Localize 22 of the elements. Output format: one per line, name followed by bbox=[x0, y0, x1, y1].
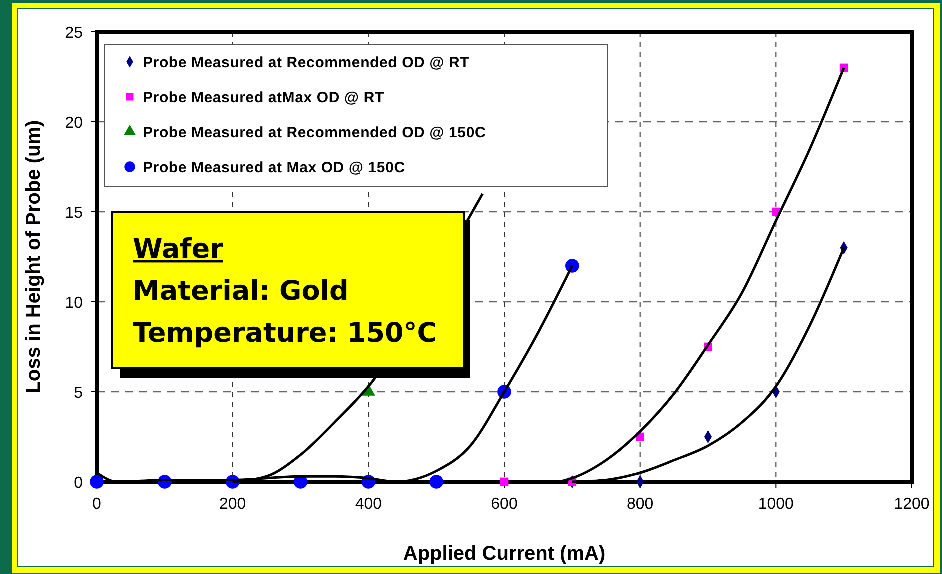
y-tick-label: 10 bbox=[65, 295, 84, 312]
y-tick-label: 20 bbox=[65, 115, 84, 132]
y-tick-label: 5 bbox=[74, 385, 84, 402]
x-tick-label: 1000 bbox=[758, 496, 794, 513]
x-tick-label: 1200 bbox=[894, 496, 930, 513]
x-tick-label: 0 bbox=[92, 496, 102, 513]
x-tick-label: 400 bbox=[355, 496, 382, 513]
annotation: Temperature: 150°C bbox=[133, 318, 438, 349]
annotation: Wafer bbox=[133, 234, 224, 265]
legend-label: Probe Measured at Recommended OD @ RT bbox=[143, 54, 470, 72]
y-tick-label: 15 bbox=[65, 205, 84, 222]
x-tick-label: 600 bbox=[491, 496, 518, 513]
y-tick-label: 25 bbox=[65, 25, 84, 42]
x-axis-title: Applied Current (mA) bbox=[403, 543, 606, 565]
y-axis-title: Loss in Height of Probe (um) bbox=[23, 120, 45, 394]
legend-label: Probe Measured at Recommended OD @ 150C bbox=[143, 124, 486, 142]
x-tick-label: 200 bbox=[219, 496, 246, 513]
y-tick-label: 0 bbox=[74, 475, 84, 492]
legend-label: Probe Measured at Max OD @ 150C bbox=[143, 160, 406, 176]
legend-label: Probe Measured atMax OD @ RT bbox=[143, 90, 384, 106]
x-tick-label: 800 bbox=[626, 496, 654, 513]
annotation: Material: Gold bbox=[133, 276, 349, 307]
